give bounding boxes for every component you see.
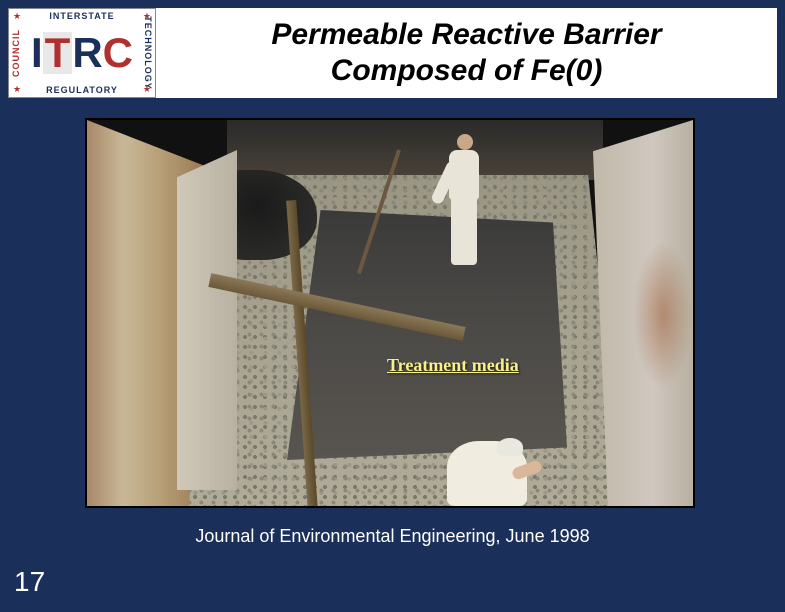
logo-border-left: COUNCIL [11,29,21,77]
slide-number: 17 [14,566,45,598]
right-wall-stain [633,240,693,390]
logo-letters: ITRC [23,27,141,79]
logo-border-right: TECHNOLOGY [143,16,153,90]
photo-illustration [87,120,693,506]
worker-standing [437,130,492,270]
itrc-logo: ★ ★ ★ ★ INTERSTATE TECHNOLOGY REGULATORY… [8,8,156,98]
left-wall-inner [177,150,237,490]
logo-letter-i: I [31,32,43,74]
back-wall [227,120,603,180]
logo-border-top: INTERSTATE [9,11,155,21]
header-bar: ★ ★ ★ ★ INTERSTATE TECHNOLOGY REGULATORY… [8,8,777,98]
title-line-2: Composed of Fe(0) [331,54,603,87]
slide-title: Permeable Reactive Barrier Composed of F… [271,17,661,89]
logo-letter-r: R [72,32,102,74]
photo-figure: Treatment media [85,118,695,508]
title-line-1: Permeable Reactive Barrier [271,18,661,51]
logo-border-bottom: REGULATORY [9,85,155,95]
logo-letter-c: C [103,32,133,74]
photo-caption: Journal of Environmental Engineering, Ju… [0,526,785,547]
worker-kneeling [437,416,537,506]
title-area: Permeable Reactive Barrier Composed of F… [156,8,777,98]
treatment-media-label: Treatment media [387,355,519,376]
logo-letter-t: T [43,32,73,74]
